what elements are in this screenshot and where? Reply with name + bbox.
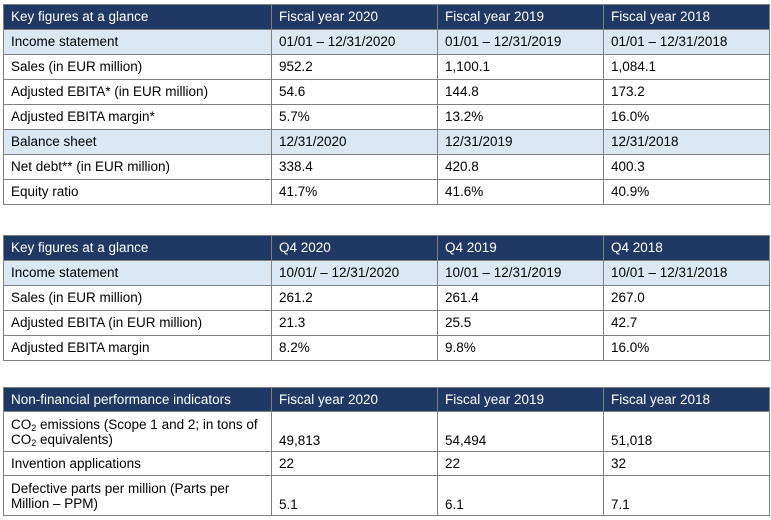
header-cell: Q4 2018 — [603, 235, 770, 261]
header-cell: Fiscal year 2019 — [437, 4, 604, 30]
table-row: Adjusted EBITA margin 8.2% 9.8% 16.0% — [3, 335, 770, 361]
row-label: Income statement — [3, 29, 272, 55]
table-row: Adjusted EBITA* (in EUR million) 54.6 14… — [3, 79, 770, 105]
header-cell: Q4 2020 — [271, 235, 438, 261]
header-cell: Fiscal year 2020 — [271, 4, 438, 30]
key-figures-fiscal-year-table: Key figures at a glance Fiscal year 2020… — [3, 4, 770, 205]
table-header-row: Non-financial performance indicators Fis… — [3, 387, 770, 412]
table-cell: 267.0 — [603, 285, 770, 311]
table-cell: 10/01 – 12/31/2019 — [437, 260, 604, 286]
table-cell: 54.6 — [271, 79, 438, 105]
table-cell: 12/31/2020 — [271, 129, 438, 155]
row-label: Defective parts per million (Parts per M… — [3, 475, 272, 516]
table-cell: 49,813 — [271, 411, 438, 452]
table-row: Net debt** (in EUR million) 338.4 420.8 … — [3, 154, 770, 180]
table-cell: 952.2 — [271, 54, 438, 80]
table-row: Invention applications 22 22 32 — [3, 451, 770, 476]
table-cell: 420.8 — [437, 154, 604, 180]
label-text: CO — [11, 431, 32, 447]
table-header-row: Key figures at a glance Q4 2020 Q4 2019 … — [3, 235, 770, 261]
header-cell: Key figures at a glance — [3, 235, 272, 261]
header-cell: Fiscal year 2020 — [271, 387, 438, 412]
subscript: 2 — [31, 437, 37, 448]
row-label: CO2 emissions (Scope 1 and 2; in tons of… — [3, 411, 272, 452]
subscript: 2 — [31, 422, 37, 433]
label-text: emissions (Scope 1 and 2; in tons of — [36, 416, 258, 432]
header-cell: Non-financial performance indicators — [3, 387, 272, 412]
row-label: Sales (in EUR million) — [3, 285, 272, 311]
section-row-balance-sheet: Balance sheet 12/31/2020 12/31/2019 12/3… — [3, 129, 770, 155]
table-cell: 22 — [437, 451, 604, 476]
table-row: Sales (in EUR million) 261.2 261.4 267.0 — [3, 285, 770, 311]
header-cell: Fiscal year 2018 — [603, 387, 770, 412]
table-cell: 12/31/2018 — [603, 129, 770, 155]
table-cell: 144.8 — [437, 79, 604, 105]
table-cell: 12/31/2019 — [437, 129, 604, 155]
row-label: Equity ratio — [3, 179, 272, 205]
table-cell: 01/01 – 12/31/2019 — [437, 29, 604, 55]
row-label: Invention applications — [3, 451, 272, 476]
table-cell: 51,018 — [603, 411, 770, 452]
table-cell: 7.1 — [603, 475, 770, 516]
table-cell: 400.3 — [603, 154, 770, 180]
table-row: Sales (in EUR million) 952.2 1,100.1 1,0… — [3, 54, 770, 80]
table-cell: 1,084.1 — [603, 54, 770, 80]
table-row-defective-parts: Defective parts per million (Parts per M… — [3, 475, 770, 516]
table-cell: 6.1 — [437, 475, 604, 516]
table-cell: 16.0% — [603, 104, 770, 130]
row-label: Adjusted EBITA (in EUR million) — [3, 310, 272, 336]
row-label: Sales (in EUR million) — [3, 54, 272, 80]
header-cell: Fiscal year 2019 — [437, 387, 604, 412]
table-header-row: Key figures at a glance Fiscal year 2020… — [3, 4, 770, 30]
section-row-income-statement: Income statement 10/01/ – 12/31/2020 10/… — [3, 260, 770, 286]
table-cell: 22 — [271, 451, 438, 476]
table-cell: 42.7 — [603, 310, 770, 336]
header-cell: Key figures at a glance — [3, 4, 272, 30]
table-row: Adjusted EBITA margin* 5.7% 13.2% 16.0% — [3, 104, 770, 130]
table-cell: 338.4 — [271, 154, 438, 180]
row-label: Net debt** (in EUR million) — [3, 154, 272, 180]
table-cell: 8.2% — [271, 335, 438, 361]
row-label: Adjusted EBITA margin* — [3, 104, 272, 130]
table-cell: 261.4 — [437, 285, 604, 311]
table-cell: 01/01 – 12/31/2020 — [271, 29, 438, 55]
table-row-co2-emissions: CO2 emissions (Scope 1 and 2; in tons of… — [3, 411, 770, 452]
non-financial-indicators-table: Non-financial performance indicators Fis… — [3, 387, 770, 516]
label-text: equivalents) — [36, 431, 113, 447]
table-cell: 9.8% — [437, 335, 604, 361]
row-label: Adjusted EBITA* (in EUR million) — [3, 79, 272, 105]
header-cell: Fiscal year 2018 — [603, 4, 770, 30]
label-text: CO — [11, 416, 32, 432]
table-cell: 1,100.1 — [437, 54, 604, 80]
table-cell: 5.1 — [271, 475, 438, 516]
table-row: Equity ratio 41.7% 41.6% 40.9% — [3, 179, 770, 205]
table-cell: 21.3 — [271, 310, 438, 336]
row-label: Income statement — [3, 260, 272, 286]
header-cell: Q4 2019 — [437, 235, 604, 261]
table-cell: 40.9% — [603, 179, 770, 205]
table-row: Adjusted EBITA (in EUR million) 21.3 25.… — [3, 310, 770, 336]
table-cell: 13.2% — [437, 104, 604, 130]
table-cell: 10/01 – 12/31/2018 — [603, 260, 770, 286]
table-cell: 16.0% — [603, 335, 770, 361]
table-cell: 5.7% — [271, 104, 438, 130]
table-cell: 01/01 – 12/31/2018 — [603, 29, 770, 55]
section-row-income-statement: Income statement 01/01 – 12/31/2020 01/0… — [3, 29, 770, 55]
table-cell: 32 — [603, 451, 770, 476]
table-cell: 173.2 — [603, 79, 770, 105]
row-label: Adjusted EBITA margin — [3, 335, 272, 361]
table-cell: 25.5 — [437, 310, 604, 336]
table-cell: 41.7% — [271, 179, 438, 205]
table-cell: 54,494 — [437, 411, 604, 452]
key-figures-q4-table: Key figures at a glance Q4 2020 Q4 2019 … — [3, 235, 770, 361]
table-cell: 10/01/ – 12/31/2020 — [271, 260, 438, 286]
table-cell: 261.2 — [271, 285, 438, 311]
row-label: Balance sheet — [3, 129, 272, 155]
table-cell: 41.6% — [437, 179, 604, 205]
